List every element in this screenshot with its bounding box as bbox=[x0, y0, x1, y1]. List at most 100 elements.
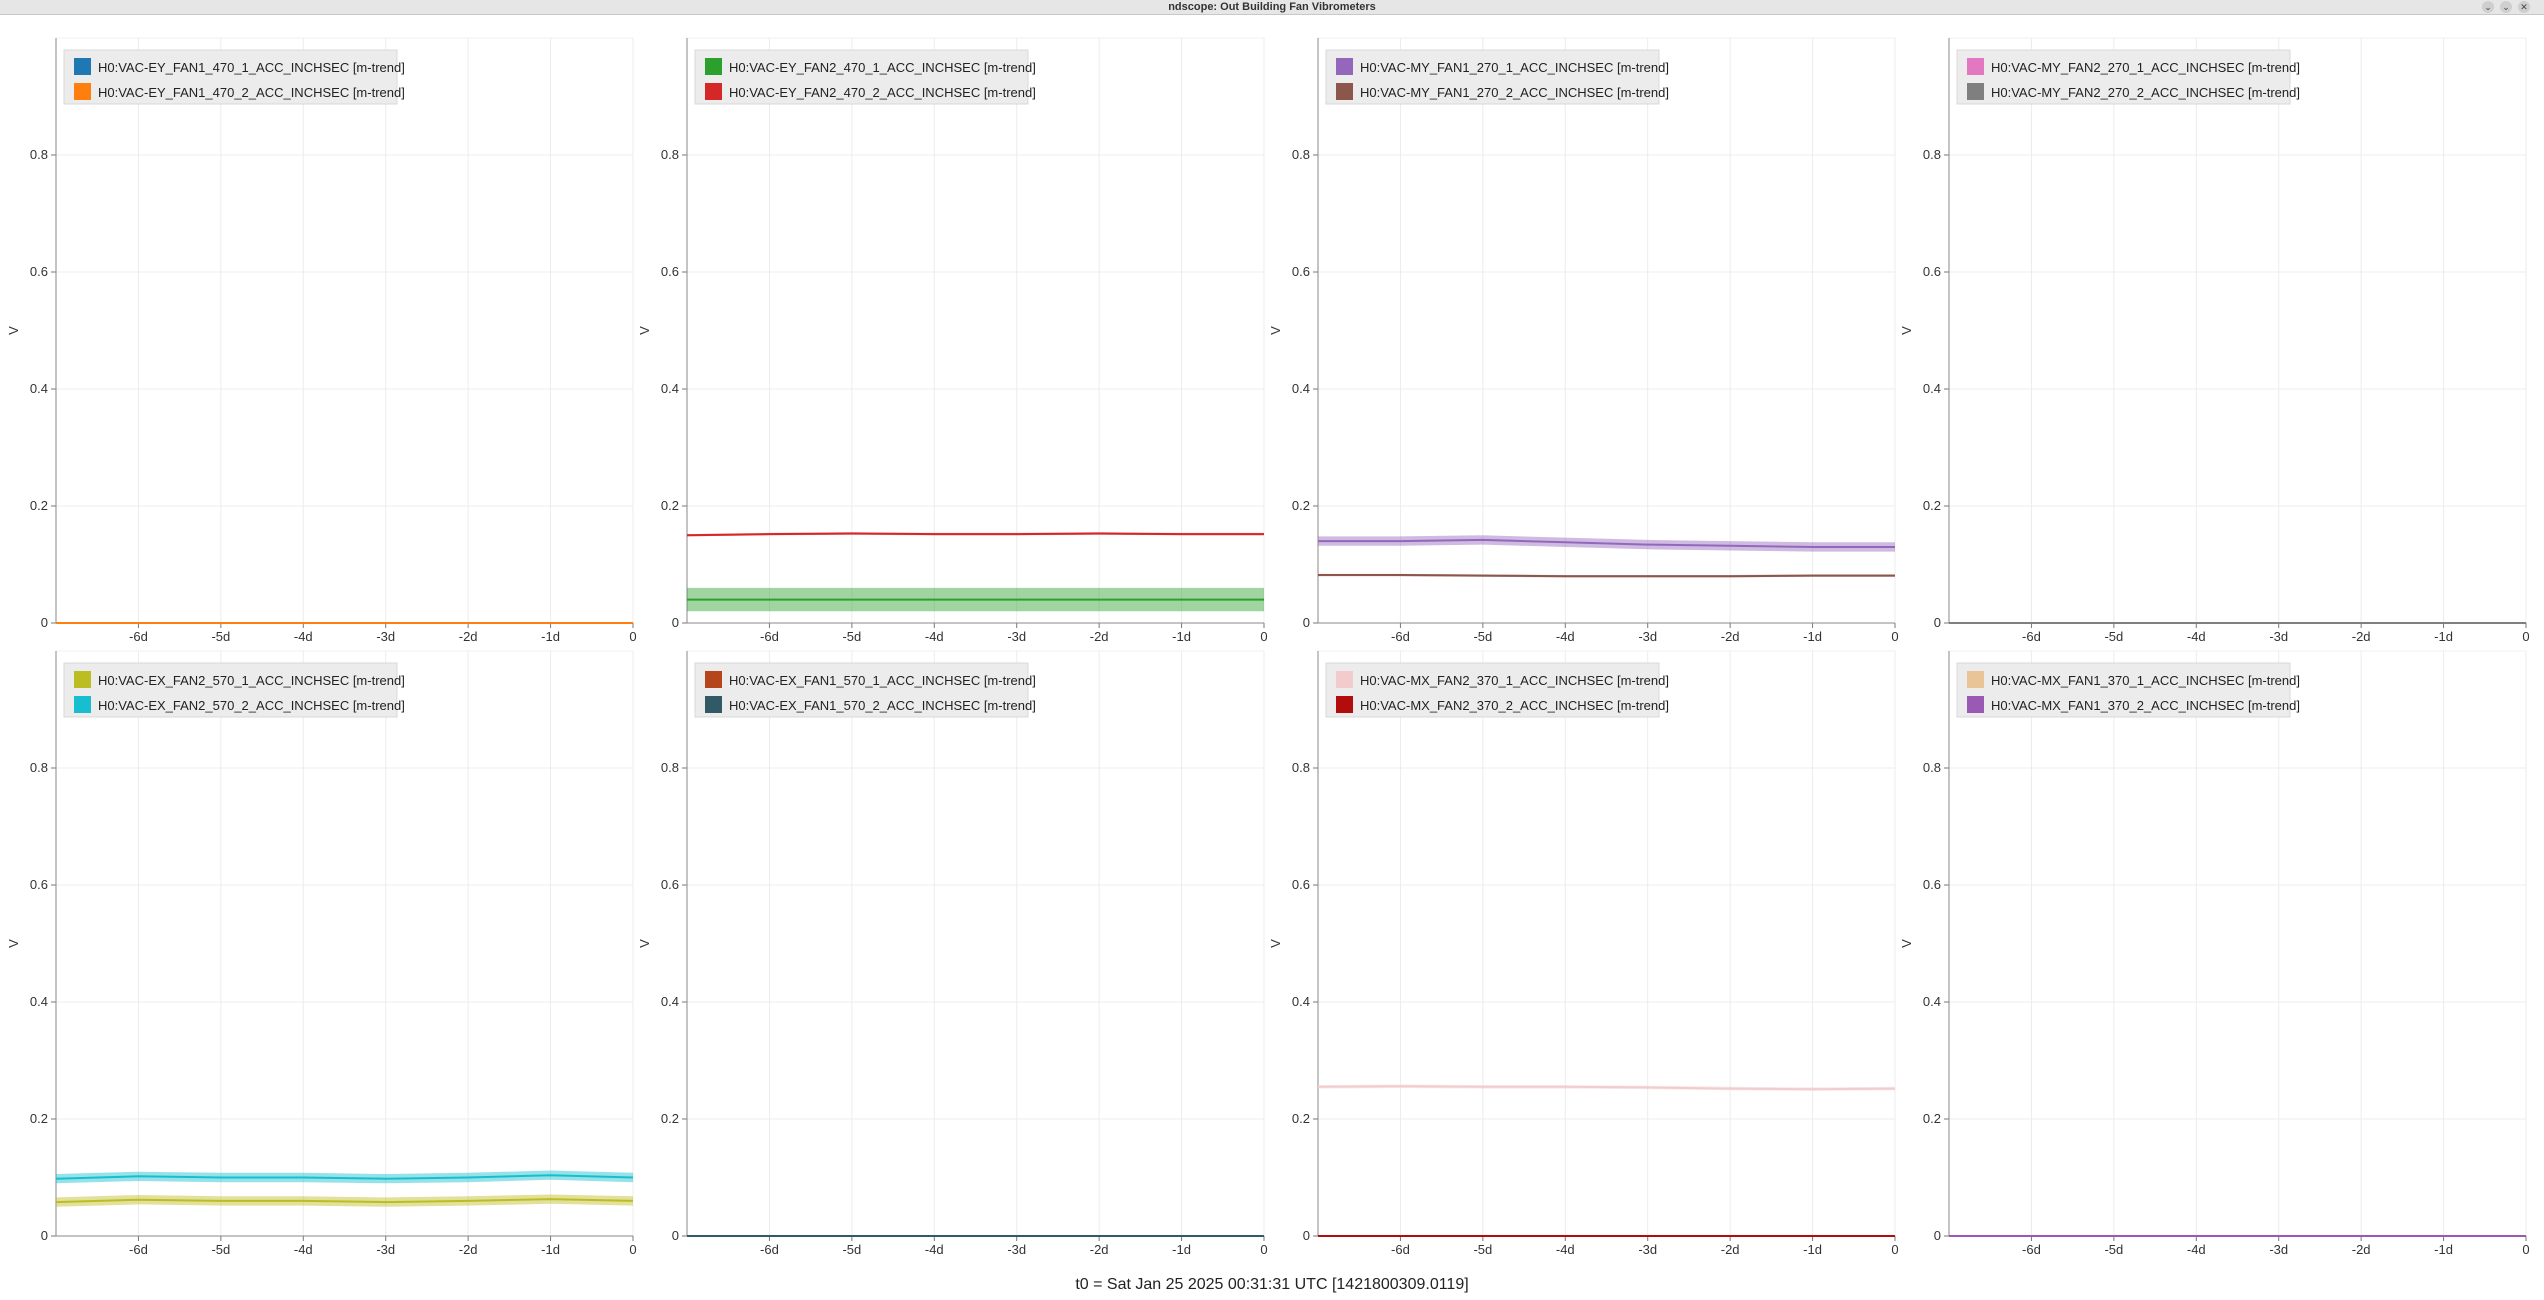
window-titlebar: ndscope: Out Building Fan Vibrometers ⌄ … bbox=[0, 0, 2544, 15]
plot-area bbox=[686, 650, 1265, 1237]
legend-swatch bbox=[1967, 671, 1984, 688]
chart-legend: H0:VAC-MX_FAN2_370_1_ACC_INCHSEC [m-tren… bbox=[1325, 662, 1669, 718]
y-tick-label: 0.4 bbox=[1923, 381, 1941, 396]
x-tick-label: 0 bbox=[1891, 1242, 1898, 1257]
legend-box bbox=[694, 49, 1029, 105]
x-tick-label: -5d bbox=[211, 1242, 230, 1257]
y-tick-label: 0.4 bbox=[1923, 994, 1941, 1009]
x-tick-label: -1d bbox=[1803, 629, 1822, 644]
close-button[interactable]: ✕ bbox=[2518, 1, 2530, 13]
y-axis-label: V bbox=[637, 939, 652, 948]
x-tick-label: -1d bbox=[2434, 1242, 2453, 1257]
x-tick-label: 0 bbox=[1260, 1242, 1267, 1257]
chart-legend: H0:VAC-EY_FAN1_470_1_ACC_INCHSEC [m-tren… bbox=[63, 49, 405, 105]
minimize-button[interactable]: ⌄ bbox=[2482, 1, 2494, 13]
x-tick-label: -5d bbox=[2104, 1242, 2123, 1257]
x-tick-label: 0 bbox=[2522, 629, 2529, 644]
y-tick-label: 0.4 bbox=[1292, 381, 1310, 396]
x-tick-label: -3d bbox=[1638, 1242, 1657, 1257]
x-tick-label: -1d bbox=[541, 1242, 560, 1257]
legend-box bbox=[63, 49, 398, 105]
x-tick-label: -3d bbox=[1638, 629, 1657, 644]
chart-legend: H0:VAC-EY_FAN2_470_1_ACC_INCHSEC [m-tren… bbox=[694, 49, 1036, 105]
series-band-2 bbox=[56, 1170, 633, 1184]
y-tick-label: 0.4 bbox=[661, 381, 679, 396]
y-tick-label: 0.2 bbox=[1292, 498, 1310, 513]
legend-entry: H0:VAC-EY_FAN2_470_2_ACC_INCHSEC [m-tren… bbox=[729, 85, 1036, 100]
y-tick-label: 0.8 bbox=[30, 760, 48, 775]
legend-swatch bbox=[705, 671, 722, 688]
legend-box bbox=[1956, 662, 2291, 718]
chart-panel-3: -6d -5d -4d -3d -2d -1d 0 0 0.2 0.4 0.6 0.8 V H0:VAC-… bbox=[1268, 37, 1899, 644]
y-tick-label: 0.6 bbox=[1292, 264, 1310, 279]
y-tick-label: 0.2 bbox=[30, 498, 48, 513]
y-axis-label: V bbox=[1899, 326, 1914, 335]
x-tick-label: -5d bbox=[842, 629, 861, 644]
legend-entry: H0:VAC-MY_FAN1_270_2_ACC_INCHSEC [m-tren… bbox=[1360, 85, 1669, 100]
x-tick-label: 0 bbox=[629, 1242, 636, 1257]
x-tick-label: 0 bbox=[1260, 629, 1267, 644]
plot-area bbox=[1317, 37, 1896, 624]
chart-legend: H0:VAC-MY_FAN1_270_1_ACC_INCHSEC [m-tren… bbox=[1325, 49, 1669, 105]
y-tick-label: 0.6 bbox=[1923, 264, 1941, 279]
y-tick-label: 0 bbox=[1934, 615, 1941, 630]
y-tick-label: 0.2 bbox=[1923, 1111, 1941, 1126]
x-tick-label: -6d bbox=[2022, 629, 2041, 644]
chart-panel-7: -6d -5d -4d -3d -2d -1d 0 0 0.2 0.4 0.6 0.8 V H0:VAC-… bbox=[1268, 650, 1899, 1257]
legend-swatch bbox=[1967, 696, 1984, 713]
y-tick-label: 0 bbox=[41, 1228, 48, 1243]
y-axis-label: V bbox=[1268, 326, 1283, 335]
y-tick-label: 0.8 bbox=[30, 147, 48, 162]
legend-entry: H0:VAC-EX_FAN1_570_1_ACC_INCHSEC [m-tren… bbox=[729, 673, 1036, 688]
x-tick-label: -5d bbox=[842, 1242, 861, 1257]
x-tick-label: -6d bbox=[1391, 1242, 1410, 1257]
y-tick-label: 0.2 bbox=[661, 1111, 679, 1126]
legend-entry: H0:VAC-MX_FAN2_370_1_ACC_INCHSEC [m-tren… bbox=[1360, 673, 1669, 688]
x-tick-label: -4d bbox=[1556, 1242, 1575, 1257]
x-tick-label: -3d bbox=[376, 629, 395, 644]
x-tick-label: -6d bbox=[1391, 629, 1410, 644]
legend-box bbox=[694, 662, 1029, 718]
legend-swatch bbox=[74, 58, 91, 75]
legend-entry: H0:VAC-EX_FAN1_570_2_ACC_INCHSEC [m-tren… bbox=[729, 698, 1036, 713]
legend-swatch bbox=[1336, 58, 1353, 75]
x-tick-label: -4d bbox=[925, 629, 944, 644]
series-line-2 bbox=[1318, 574, 1895, 578]
y-tick-label: 0.4 bbox=[1292, 994, 1310, 1009]
y-tick-label: 0.2 bbox=[1292, 1111, 1310, 1126]
y-tick-label: 0 bbox=[1303, 1228, 1310, 1243]
x-tick-label: -1d bbox=[2434, 629, 2453, 644]
legend-box bbox=[63, 662, 398, 718]
y-tick-label: 0.8 bbox=[1292, 147, 1310, 162]
x-tick-label: -2d bbox=[459, 629, 478, 644]
x-tick-label: -3d bbox=[2269, 629, 2288, 644]
y-tick-label: 0.6 bbox=[661, 877, 679, 892]
legend-swatch bbox=[74, 671, 91, 688]
y-axis-label: V bbox=[637, 326, 652, 335]
y-tick-label: 0.6 bbox=[30, 264, 48, 279]
x-tick-label: -3d bbox=[2269, 1242, 2288, 1257]
restore-button[interactable]: ⌄ bbox=[2500, 1, 2512, 13]
plot-area bbox=[686, 37, 1265, 624]
x-tick-label: -4d bbox=[2187, 629, 2206, 644]
x-tick-label: -1d bbox=[1172, 1242, 1191, 1257]
chart-panel-4: -6d -5d -4d -3d -2d -1d 0 0 0.2 0.4 0.6 0.8 V H0:VAC-… bbox=[1899, 37, 2530, 644]
x-tick-label: -6d bbox=[760, 1242, 779, 1257]
x-tick-label: -5d bbox=[2104, 629, 2123, 644]
x-tick-label: -5d bbox=[1473, 629, 1492, 644]
legend-swatch bbox=[705, 58, 722, 75]
series-line-1 bbox=[1317, 1085, 1896, 1091]
y-tick-label: 0.6 bbox=[1923, 877, 1941, 892]
x-tick-label: -5d bbox=[211, 629, 230, 644]
legend-swatch bbox=[74, 696, 91, 713]
plot-area bbox=[55, 37, 634, 624]
x-tick-label: -6d bbox=[129, 629, 148, 644]
x-tick-label: -2d bbox=[459, 1242, 478, 1257]
y-tick-label: 0 bbox=[672, 1228, 679, 1243]
y-tick-label: 0.6 bbox=[1292, 877, 1310, 892]
t0-label: t0 = Sat Jan 25 2025 00:31:31 UTC [14218… bbox=[1075, 1276, 1469, 1293]
legend-swatch bbox=[705, 83, 722, 100]
plot-area bbox=[1948, 650, 2527, 1237]
x-tick-label: -3d bbox=[1007, 629, 1026, 644]
legend-entry: H0:VAC-MX_FAN1_370_1_ACC_INCHSEC [m-tren… bbox=[1991, 673, 2300, 688]
